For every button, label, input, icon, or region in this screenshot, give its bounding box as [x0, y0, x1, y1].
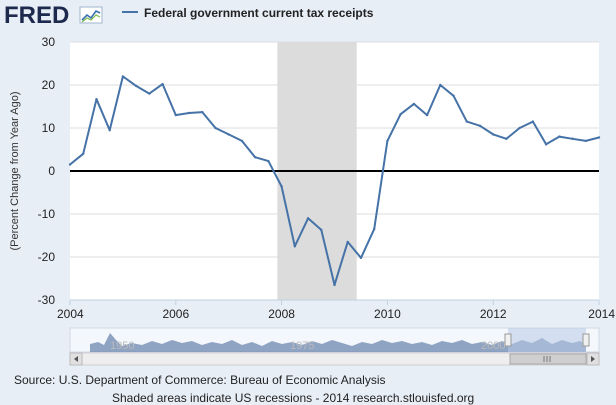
data-point[interactable] — [214, 126, 217, 130]
data-point[interactable] — [558, 135, 561, 138]
arrow-left-icon — [74, 356, 78, 362]
data-point[interactable] — [346, 240, 349, 244]
data-point[interactable] — [174, 113, 177, 117]
arrow-right-icon — [591, 356, 595, 362]
data-point[interactable] — [134, 84, 138, 88]
data-point[interactable] — [161, 82, 164, 86]
x-tick-label-2010: 2010 — [374, 307, 401, 321]
grip-icon — [543, 356, 551, 362]
y-tick-label--10: -10 — [38, 207, 56, 221]
data-point[interactable] — [148, 92, 151, 95]
data-point[interactable] — [82, 152, 85, 155]
navigator-series-area — [90, 333, 586, 352]
data-point[interactable] — [267, 159, 270, 163]
fred-logo-graph-icon — [79, 6, 103, 24]
y-tick-label--30: -30 — [38, 293, 56, 307]
data-point[interactable] — [399, 113, 402, 116]
scrollbar[interactable] — [69, 352, 600, 366]
data-point[interactable] — [412, 102, 416, 106]
x-tick-label-2012: 2012 — [480, 307, 507, 321]
data-point[interactable] — [68, 163, 72, 166]
fred-logo-text: FRED — [4, 2, 69, 29]
y-tick-label-0: 0 — [48, 164, 55, 178]
data-point[interactable] — [597, 136, 601, 139]
series-layer — [68, 75, 601, 287]
data-point[interactable] — [121, 75, 125, 78]
y-tick-label--20: -20 — [38, 250, 56, 264]
data-point[interactable] — [280, 185, 283, 188]
navigator-label-1950: 1950 — [110, 340, 134, 352]
data-point[interactable] — [386, 139, 389, 143]
x-tick-label-2006: 2006 — [162, 307, 189, 321]
data-point[interactable] — [293, 245, 297, 248]
fred-logo[interactable]: FRED — [4, 2, 103, 29]
scrollbar-thumb[interactable] — [509, 353, 587, 365]
data-point[interactable] — [544, 143, 548, 146]
y-axis-label: (Percent Change from Year Ago) — [9, 92, 21, 251]
navigator-selection[interactable] — [508, 328, 586, 352]
x-tick-label-2014: 2014 — [588, 307, 615, 321]
data-point[interactable] — [492, 133, 495, 136]
data-point[interactable] — [425, 113, 429, 117]
x-tick-label-2004: 2004 — [57, 307, 84, 321]
y-tick-label-30: 30 — [42, 35, 56, 49]
data-point[interactable] — [505, 137, 508, 140]
data-point[interactable] — [571, 137, 574, 140]
data-point[interactable] — [518, 126, 521, 130]
data-point[interactable] — [253, 156, 257, 159]
recession-note: Shaded areas indicate US recessions - 20… — [112, 391, 475, 405]
data-point[interactable] — [452, 94, 455, 97]
y-tick-label-20: 20 — [42, 78, 56, 92]
data-point[interactable] — [584, 139, 587, 143]
data-point[interactable] — [531, 120, 535, 123]
x-axis-ticks: 2004 2006 2008 2010 2012 2014 — [57, 300, 615, 321]
grid-lines — [70, 41, 599, 301]
legend[interactable]: Federal government current tax receipts — [122, 6, 374, 20]
legend-label: Federal government current tax receipts — [144, 6, 374, 20]
data-point[interactable] — [333, 283, 336, 287]
navigator-label-2000: 2000 — [481, 340, 505, 352]
data-point[interactable] — [372, 227, 376, 231]
data-point[interactable] — [306, 217, 310, 220]
data-point[interactable] — [227, 133, 230, 136]
data-point[interactable] — [95, 97, 98, 101]
data-point[interactable] — [240, 139, 244, 143]
source-note: Source: U.S. Department of Commerce: Bur… — [14, 373, 386, 387]
data-point[interactable] — [201, 110, 204, 114]
data-point[interactable] — [478, 124, 482, 128]
navigator-left-handle[interactable] — [504, 333, 512, 347]
data-point[interactable] — [359, 256, 363, 260]
navigator-right-handle[interactable] — [582, 333, 590, 347]
navigator[interactable]: 1950 1975 2000 — [69, 327, 600, 353]
data-point[interactable] — [187, 111, 191, 115]
data-point[interactable] — [320, 228, 323, 232]
navigator-label-1975: 1975 — [290, 340, 314, 352]
y-tick-label-10: 10 — [42, 121, 56, 135]
y-axis-ticks: 30 20 10 0 -10 -20 -30 — [38, 35, 56, 307]
data-point[interactable] — [439, 83, 442, 87]
data-point[interactable] — [465, 120, 468, 123]
data-point[interactable] — [108, 128, 111, 132]
x-tick-label-2008: 2008 — [268, 307, 295, 321]
